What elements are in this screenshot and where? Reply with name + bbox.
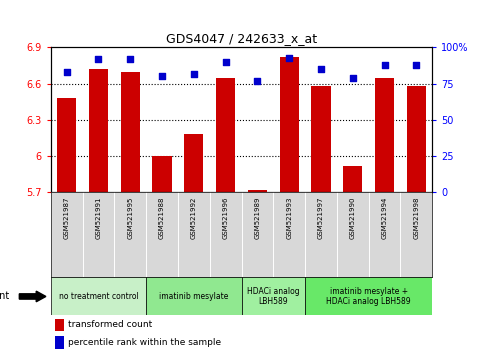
Point [381, 62, 388, 68]
Point [63, 69, 71, 75]
Point [127, 56, 134, 62]
Point [349, 75, 356, 81]
Point [285, 55, 293, 61]
Text: no treatment control: no treatment control [58, 292, 138, 301]
Bar [407, 86, 426, 193]
Bar [375, 78, 394, 193]
Bar [121, 72, 140, 193]
Point [412, 62, 420, 68]
Text: GSM521989: GSM521989 [255, 197, 260, 239]
Text: GSM521996: GSM521996 [223, 197, 228, 239]
Text: imatinib mesylate +
HDACi analog LBH589: imatinib mesylate + HDACi analog LBH589 [327, 287, 411, 306]
Bar [55, 319, 64, 331]
Text: imatinib mesylate: imatinib mesylate [159, 292, 228, 301]
Point [95, 56, 102, 62]
Point [158, 74, 166, 79]
Text: HDACi analog
LBH589: HDACi analog LBH589 [247, 287, 299, 306]
Text: GSM521987: GSM521987 [64, 197, 70, 239]
Bar [248, 190, 267, 193]
FancyArrow shape [19, 291, 46, 302]
Bar [55, 336, 64, 349]
Point [222, 59, 229, 65]
Bar [89, 69, 108, 193]
Bar [305, 278, 432, 315]
Bar [57, 98, 76, 193]
Text: percentile rank within the sample: percentile rank within the sample [68, 338, 221, 347]
Text: transformed count: transformed count [68, 320, 152, 330]
Bar [242, 278, 305, 315]
Bar [153, 156, 171, 193]
Bar [146, 278, 242, 315]
Bar [312, 86, 330, 193]
Text: GSM521990: GSM521990 [350, 197, 356, 239]
Point [190, 71, 198, 76]
Bar [216, 78, 235, 193]
Text: GSM521993: GSM521993 [286, 197, 292, 239]
Bar [185, 135, 203, 193]
Text: GSM521998: GSM521998 [413, 197, 419, 239]
Bar [51, 278, 146, 315]
Text: GSM521997: GSM521997 [318, 197, 324, 239]
Point [317, 67, 325, 72]
Text: GSM521988: GSM521988 [159, 197, 165, 239]
Title: GDS4047 / 242633_x_at: GDS4047 / 242633_x_at [166, 32, 317, 45]
Text: agent: agent [0, 291, 10, 302]
Text: GSM521995: GSM521995 [127, 197, 133, 239]
Bar [280, 57, 298, 193]
Text: GSM521991: GSM521991 [96, 197, 101, 239]
Text: GSM521994: GSM521994 [382, 197, 387, 239]
Text: GSM521992: GSM521992 [191, 197, 197, 239]
Point [254, 78, 261, 84]
Bar [343, 166, 362, 193]
